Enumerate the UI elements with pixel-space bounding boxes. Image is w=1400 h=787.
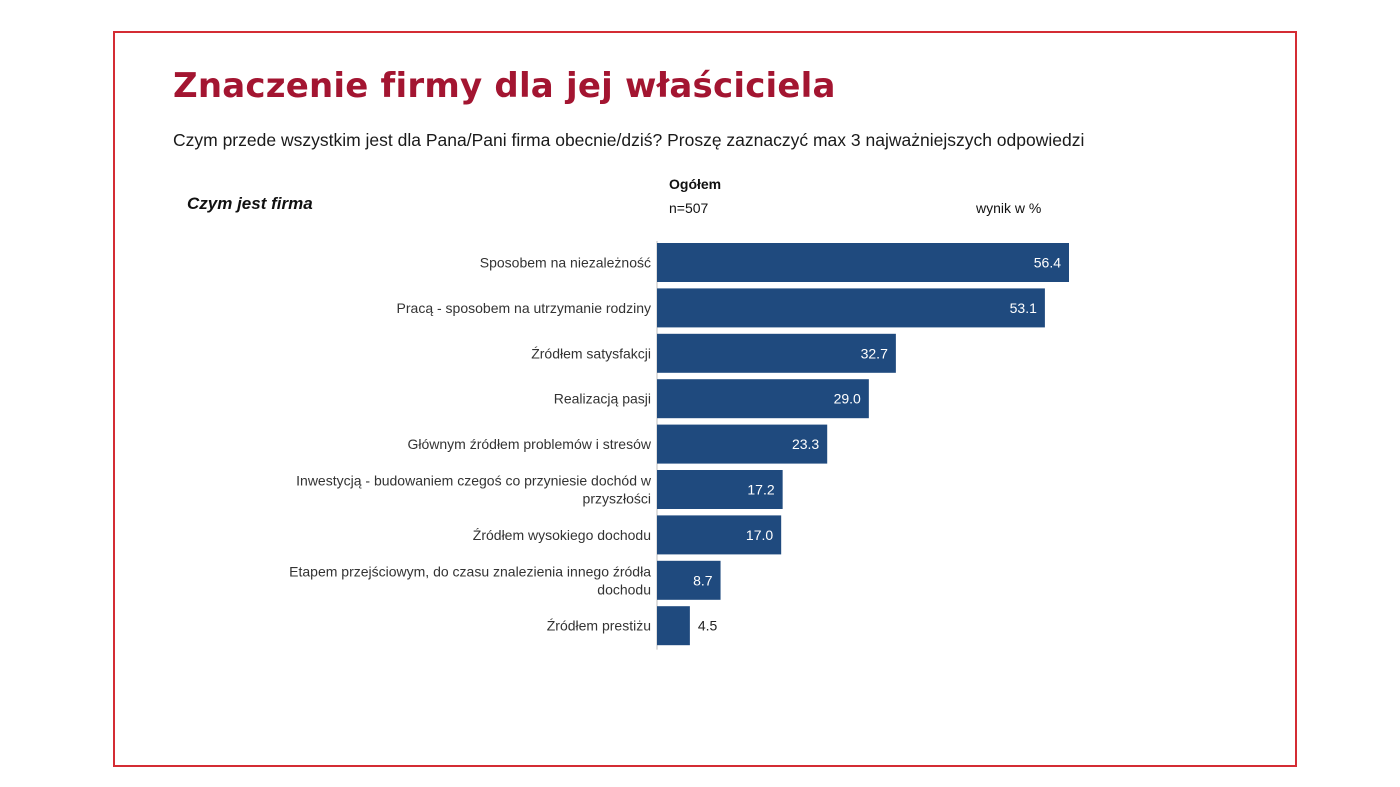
data-label-1: 53.1 — [1010, 300, 1037, 316]
unit-label: wynik w % — [976, 200, 1042, 216]
category-label-1: Pracą - sposobem na utrzymanie rodziny — [397, 300, 651, 316]
sample-size-label: n=507 — [669, 200, 709, 216]
category-label-0: Sposobem na niezależność — [480, 255, 651, 271]
data-label-2: 32.7 — [861, 345, 888, 361]
data-label-3: 29.0 — [834, 391, 861, 407]
data-label-5: 17.2 — [747, 482, 774, 498]
data-label-7: 8.7 — [693, 572, 713, 588]
category-label-7: Etapem przejściowym, do czasu znalezieni… — [289, 563, 651, 597]
category-label-3: Realizacją pasji — [554, 391, 651, 407]
category-label-2: Źródłem satysfakcji — [531, 345, 651, 361]
category-column-header: Czym jest firma — [187, 194, 313, 213]
category-label-4: Głównym źródłem problemów i stresów — [407, 436, 651, 452]
group-label: Ogółem — [669, 176, 722, 192]
bar-0 — [657, 243, 1069, 282]
data-label-6: 17.0 — [746, 527, 773, 543]
category-label-6: Źródłem wysokiego dochodu — [473, 527, 651, 543]
category-label-5: Inwestycją - budowaniem czegoś co przyni… — [296, 473, 652, 507]
data-label-4: 23.3 — [792, 436, 819, 452]
bar-7 — [657, 560, 721, 600]
chart-subtitle: Czym przede wszystkim jest dla Pana/Pani… — [173, 130, 1085, 150]
bar-4 — [657, 424, 828, 464]
category-label-8: Źródłem prestiżu — [547, 618, 651, 634]
bar-3 — [657, 379, 869, 419]
bar-8 — [657, 606, 690, 646]
data-label-0: 56.4 — [1034, 255, 1061, 271]
bar-2 — [657, 333, 896, 373]
bar-5 — [657, 470, 783, 509]
bar-1 — [657, 288, 1045, 328]
bar-6 — [657, 515, 782, 555]
data-label-8: 4.5 — [698, 618, 718, 634]
chart-title: Znaczenie firmy dla jej właściciela — [173, 66, 836, 106]
